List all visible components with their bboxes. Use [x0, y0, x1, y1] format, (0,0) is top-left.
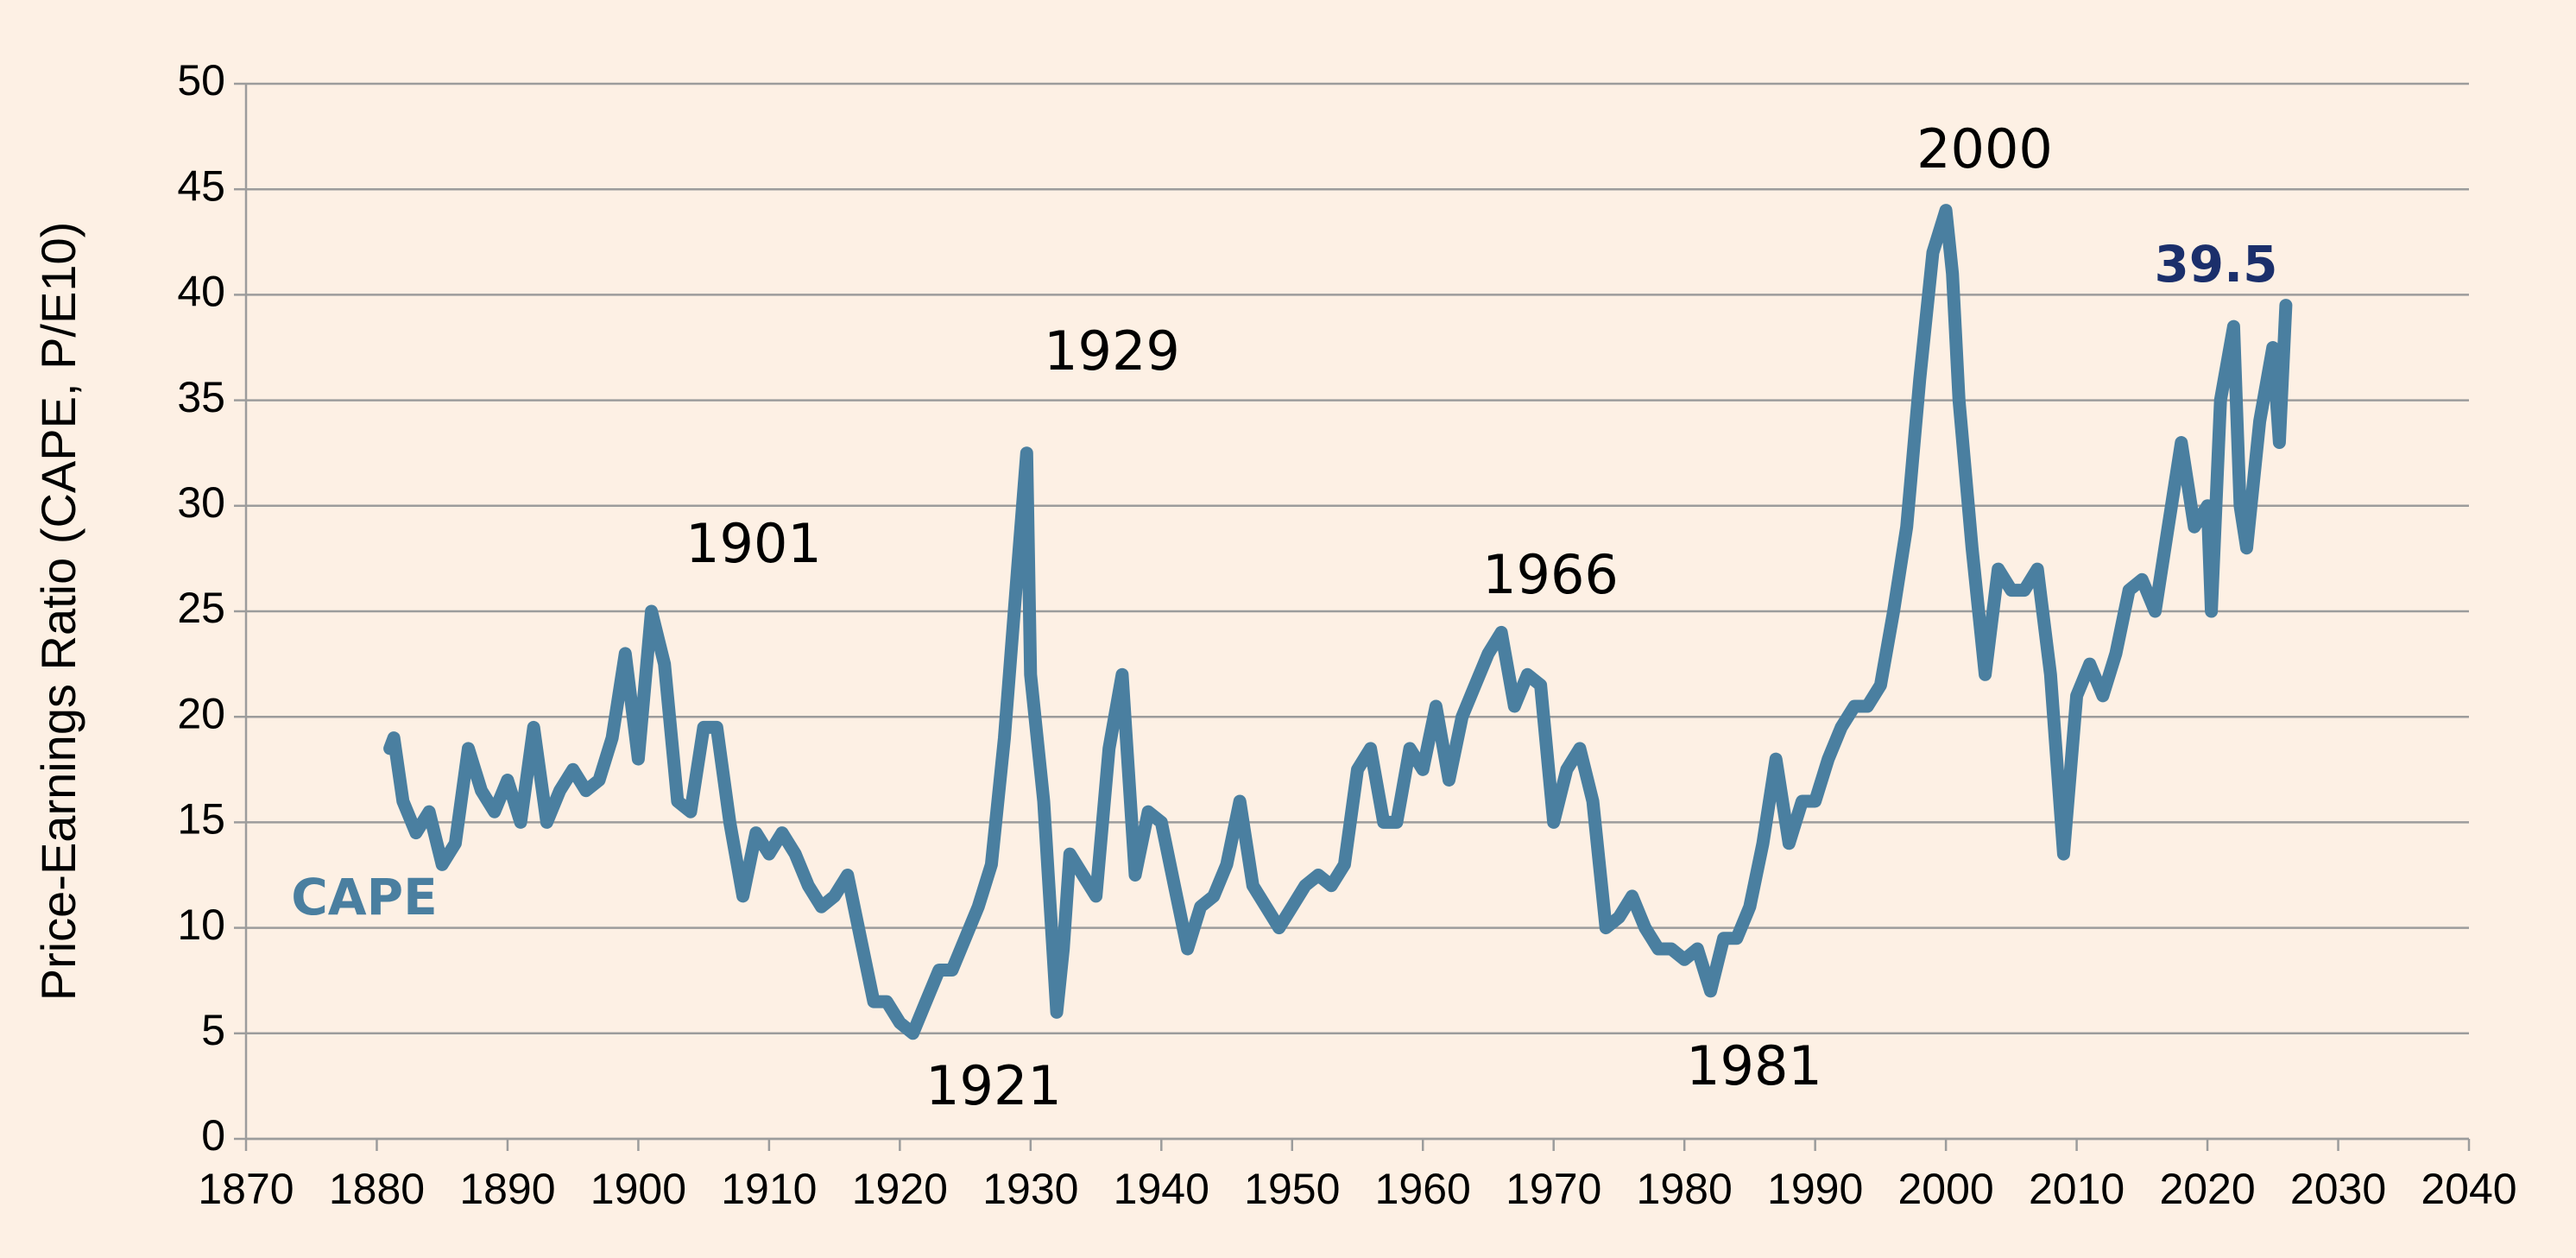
x-tick-label: 1930 — [982, 1165, 1078, 1213]
x-tick-label: 2010 — [2029, 1165, 2125, 1213]
annotation: 2000 — [1916, 117, 2053, 180]
annotation: 1929 — [1044, 319, 1180, 382]
y-axis-label: Price-Earnings Ratio (CAPE, P/E10) — [31, 222, 85, 1002]
x-tick-label: 1950 — [1244, 1165, 1340, 1213]
x-tick-label: 1940 — [1114, 1165, 1209, 1213]
annotation: 1981 — [1686, 1034, 1822, 1097]
x-tick-label: 1900 — [590, 1165, 686, 1213]
y-tick-label: 45 — [177, 161, 225, 210]
annotation: 1921 — [925, 1054, 1062, 1117]
y-tick-label: 5 — [201, 1006, 225, 1054]
x-tick-label: 1910 — [721, 1165, 817, 1213]
x-tick-label: 1880 — [329, 1165, 425, 1213]
y-tick-label: 20 — [177, 689, 225, 737]
x-tick-label: 1960 — [1375, 1165, 1471, 1213]
x-tick-label: 1870 — [198, 1165, 294, 1213]
y-tick-label: 30 — [177, 478, 225, 527]
annotation: 1966 — [1482, 543, 1619, 606]
y-tick-label: 10 — [177, 901, 225, 949]
x-tick-label: 1890 — [459, 1165, 555, 1213]
x-tick-label: 1920 — [852, 1165, 948, 1213]
annotation: 1901 — [685, 512, 822, 575]
x-tick-label: 1980 — [1637, 1165, 1733, 1213]
y-tick-label: 0 — [201, 1111, 225, 1160]
y-tick-label: 50 — [177, 56, 225, 104]
x-tick-label: 2020 — [2159, 1165, 2255, 1213]
series-label: CAPE — [291, 868, 438, 926]
x-tick-label: 2000 — [1898, 1165, 1994, 1213]
x-tick-label: 2040 — [2421, 1165, 2516, 1213]
y-tick-label: 15 — [177, 795, 225, 844]
x-tick-label: 1990 — [1767, 1165, 1863, 1213]
x-tick-label: 2030 — [2290, 1165, 2386, 1213]
y-tick-label: 35 — [177, 373, 225, 421]
annotation: 39.5 — [2154, 235, 2277, 294]
x-tick-label: 1970 — [1506, 1165, 1601, 1213]
cape-line — [383, 204, 2293, 1040]
y-tick-label: 25 — [177, 584, 225, 632]
y-tick-label: 40 — [177, 268, 225, 316]
